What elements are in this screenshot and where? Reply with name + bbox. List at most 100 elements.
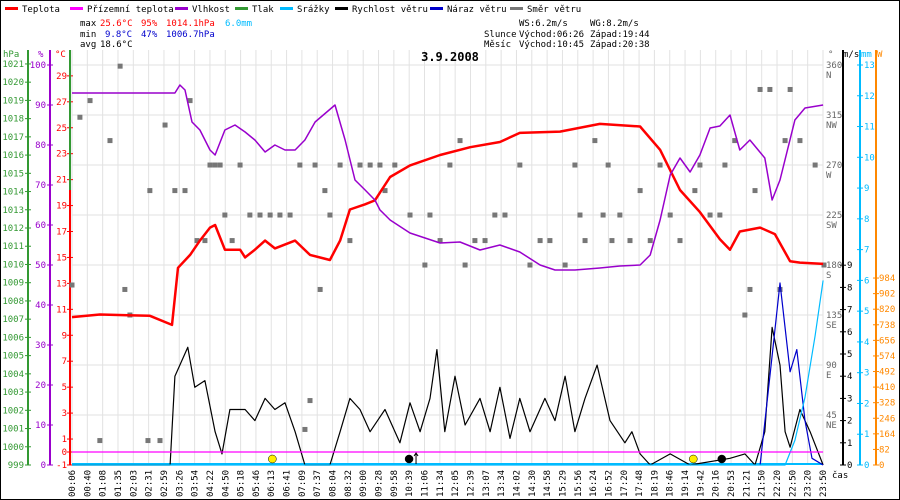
wind-direction-point	[337, 162, 343, 168]
legend-item-label: Náraz větru	[447, 5, 507, 15]
stats-max-humidity: 95%	[141, 19, 158, 29]
direction-compass-label: E	[826, 371, 831, 381]
wind-direction-point	[742, 312, 748, 318]
wind-tick-label: 9	[847, 261, 852, 271]
wind-direction-point	[202, 238, 208, 244]
x-tick-label: 18:46	[666, 470, 676, 497]
series-line-teplota	[71, 122, 824, 327]
x-tick-label: 05:18	[237, 470, 247, 497]
wind-direction-point	[437, 238, 443, 244]
wind-direction-point	[97, 438, 103, 444]
wind-direction-point	[207, 162, 213, 168]
wind-direction-point	[562, 262, 568, 268]
stats-min-pressure: 1006.7hPa	[166, 30, 215, 40]
temperature-tick-label: 29	[56, 72, 67, 82]
temperature-tick-label: 9	[62, 331, 67, 341]
radiation-tick-label: 656	[879, 336, 895, 346]
radiation-tick-label: 410	[879, 383, 895, 393]
wind-direction-point	[297, 162, 303, 168]
pressure-tick-label: 1010	[2, 260, 24, 270]
rain-tick-label: 8	[864, 215, 869, 225]
direction-tick-label: 135	[826, 311, 842, 321]
wind-direction-point	[162, 122, 168, 128]
wind-direction-point	[422, 262, 428, 268]
moon-set: Západ:20:38	[590, 40, 650, 50]
direction-tick-label: 180	[826, 261, 842, 271]
wind-direction-point	[307, 398, 313, 404]
wind-direction-point	[117, 63, 123, 69]
temperature-tick-label: 1	[62, 435, 67, 445]
x-tick-label: 09:58	[390, 470, 400, 497]
temperature-tick-label: 3	[62, 409, 67, 419]
x-tick-label: 19:14	[681, 470, 691, 497]
x-tick-label: 09:00	[359, 470, 369, 497]
wind-tick-label: 3	[847, 394, 852, 404]
series-line-srážky	[72, 280, 824, 466]
direction-tick-label: 90	[826, 361, 837, 371]
humidity-unit-label: %	[38, 50, 44, 60]
temperature-tick-label: 17	[56, 228, 67, 238]
wind-direction-point	[677, 238, 683, 244]
x-tick-label: 22:50	[788, 470, 798, 497]
wind-direction-point	[69, 282, 75, 288]
temperature-tick-label: 27	[56, 98, 67, 108]
wind-direction-point	[145, 438, 151, 444]
moonrise-marker-icon	[404, 454, 414, 464]
wind-direction-point	[327, 212, 333, 218]
legend-item-label: Tlak	[252, 5, 274, 15]
wind-direction-point	[502, 212, 508, 218]
wind-direction-point	[462, 262, 468, 268]
pressure-unit-label: hPa	[3, 50, 19, 60]
pressure-tick-label: 1006	[2, 333, 24, 343]
wind-direction-point	[732, 138, 738, 144]
x-tick-label: 08:04	[329, 470, 339, 497]
x-tick-label: 13:34	[497, 470, 507, 497]
stats-min-humidity: 47%	[141, 30, 158, 40]
rain-unit-label: mm	[861, 50, 872, 60]
wind-direction-point	[427, 212, 433, 218]
direction-tick-label: 225	[826, 211, 842, 221]
pressure-tick-label: 1019	[2, 96, 24, 106]
x-tick-label: 21:50	[758, 470, 768, 497]
wind-direction-point	[194, 238, 200, 244]
legend-swatch	[280, 7, 293, 10]
stats-avg-temp: 18.6°C	[100, 40, 133, 50]
stats-min-temp: 9.8°C	[105, 30, 132, 40]
legend-swatch	[510, 7, 523, 10]
pressure-tick-label: 999	[8, 461, 24, 471]
legend-swatch	[430, 7, 443, 10]
x-tick-label: 01:35	[114, 470, 124, 497]
wind-direction-point	[747, 286, 753, 292]
wind-direction-point	[217, 162, 223, 168]
x-tick-label: 07:09	[298, 470, 308, 497]
wind-direction-point	[697, 162, 703, 168]
rain-tick-label: 0	[864, 461, 869, 471]
legend-item-label: Rychlost větru	[352, 5, 428, 15]
arrow-up-icon	[413, 452, 419, 464]
humidity-tick-label: 100	[30, 61, 46, 71]
x-tick-label: 12:39	[466, 470, 476, 497]
wind-direction-point	[287, 212, 293, 218]
moon-rise: Východ:10:45	[519, 40, 584, 50]
wind-direction-point	[577, 212, 583, 218]
x-tick-label: 20:16	[712, 470, 722, 497]
stats-avg-label: avg	[80, 40, 96, 50]
rain-tick-label: 1	[864, 430, 869, 440]
wind-direction-point	[237, 162, 243, 168]
x-tick-label: 05:46	[252, 470, 262, 497]
stats-panel: max 25.6°C 95% 1014.1hPa 6.0mm min 9.8°C…	[80, 19, 650, 50]
direction-compass-label: SW	[826, 221, 837, 231]
radiation-tick-label: 164	[879, 430, 895, 440]
wind-direction-point	[547, 238, 553, 244]
radiation-tick-label: 246	[879, 414, 895, 424]
x-tick-label: 21:21	[742, 470, 752, 497]
wind-direction-point	[277, 212, 283, 218]
pressure-tick-label: 1008	[2, 297, 24, 307]
rain-tick-label: 4	[864, 338, 869, 348]
wind-direction-point	[617, 212, 623, 218]
wind-direction-point	[77, 114, 83, 120]
x-tick-label: 14:02	[512, 470, 522, 497]
pressure-tick-label: 1021	[2, 60, 24, 70]
humidity-tick-label: 30	[35, 341, 46, 351]
x-tick-label: 12:05	[451, 470, 461, 497]
